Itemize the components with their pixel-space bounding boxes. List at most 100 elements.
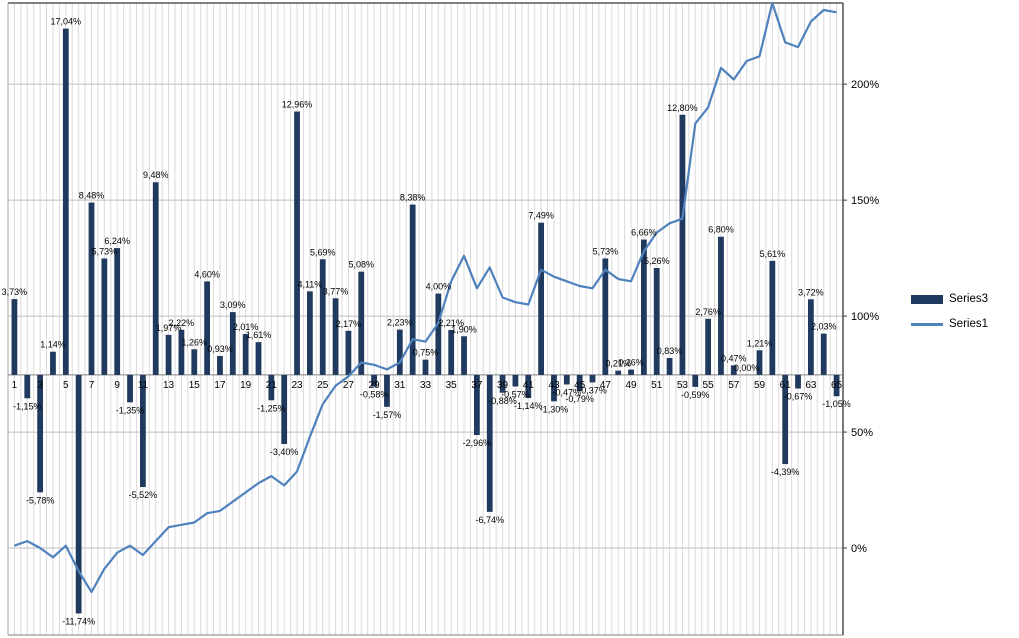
bar[interactable] — [281, 374, 288, 444]
bar[interactable] — [499, 374, 506, 393]
bar[interactable] — [409, 204, 416, 375]
legend-item-series3[interactable]: Series3 — [911, 293, 988, 305]
bar[interactable] — [11, 299, 18, 375]
bar[interactable] — [473, 374, 480, 436]
bar[interactable] — [653, 267, 660, 375]
bar[interactable] — [666, 358, 673, 375]
bar-data-label: 2,22% — [169, 318, 195, 328]
legend-item-series1[interactable]: Series1 — [911, 318, 988, 330]
x-axis-tick-label: 53 — [677, 380, 689, 391]
bar[interactable] — [294, 111, 300, 375]
bar-data-label: 4,60% — [194, 269, 220, 279]
bar[interactable] — [345, 330, 352, 375]
bar[interactable] — [306, 291, 313, 375]
bar[interactable] — [229, 312, 236, 375]
bar-data-label: 5,08% — [349, 260, 375, 270]
bar[interactable] — [615, 370, 622, 375]
bar[interactable] — [422, 359, 429, 375]
x-axis-tick-label: 49 — [625, 380, 637, 391]
bar[interactable] — [50, 351, 56, 375]
bar[interactable] — [127, 374, 133, 403]
bar-data-label: 12,80% — [667, 103, 698, 113]
bar[interactable] — [820, 333, 827, 375]
bar[interactable] — [576, 374, 583, 391]
x-axis-tick-label: 29 — [369, 380, 381, 391]
bar[interactable] — [640, 239, 647, 375]
bar[interactable] — [62, 28, 69, 375]
bar[interactable] — [692, 374, 699, 387]
bar-data-label: 5,73% — [593, 246, 619, 256]
bar-data-label: 2,23% — [387, 318, 413, 328]
bar[interactable] — [563, 374, 570, 385]
x-axis-tick-label: 9 — [114, 380, 120, 391]
bar-data-label: 5,73% — [92, 246, 118, 256]
bar[interactable] — [101, 258, 108, 375]
bar[interactable] — [589, 374, 596, 383]
bar[interactable] — [88, 202, 95, 375]
bar[interactable] — [525, 374, 532, 399]
bar[interactable] — [833, 374, 840, 397]
bar-data-label: -1,25% — [257, 403, 286, 413]
bar[interactable] — [782, 374, 789, 465]
bar[interactable] — [730, 365, 737, 375]
legend: Series3 Series1 — [911, 293, 988, 330]
bar-data-label: 9,48% — [143, 170, 169, 180]
bar[interactable] — [461, 336, 467, 375]
bar[interactable] — [255, 342, 262, 375]
x-axis-tick-label: 57 — [728, 380, 740, 391]
bar-data-label: 1,61% — [246, 330, 272, 340]
bar-data-label: 0,47% — [721, 353, 747, 363]
bar[interactable] — [551, 374, 557, 402]
bar-data-label: 17,04% — [51, 17, 82, 27]
bar[interactable] — [396, 329, 403, 375]
bar[interactable] — [242, 334, 249, 375]
bar-data-label: -0,37% — [578, 385, 607, 395]
bar[interactable] — [358, 271, 365, 375]
x-axis-tick-label: 31 — [394, 380, 406, 391]
bar[interactable] — [705, 318, 712, 375]
x-axis-tick-label: 17 — [214, 380, 226, 391]
bar-data-label: 5,69% — [310, 247, 336, 257]
bar[interactable] — [75, 374, 82, 614]
line-series-series1[interactable] — [14, 1, 837, 594]
bar[interactable] — [165, 334, 172, 375]
bar[interactable] — [807, 299, 814, 375]
bar[interactable] — [268, 374, 275, 401]
bar-data-label: -5,78% — [26, 495, 55, 505]
bar-series-series3[interactable] — [11, 28, 840, 614]
legend-label-series3: Series3 — [949, 293, 988, 305]
bar[interactable] — [628, 369, 634, 375]
bar-data-label: -4,39% — [771, 467, 800, 477]
bar[interactable] — [756, 350, 763, 375]
bar[interactable] — [602, 258, 609, 375]
bar[interactable] — [37, 374, 44, 493]
bar[interactable] — [384, 374, 390, 407]
bar-data-label: 0,00% — [734, 363, 760, 373]
bar[interactable] — [114, 248, 121, 375]
bar[interactable] — [332, 298, 339, 375]
bar[interactable] — [178, 329, 185, 375]
bar[interactable] — [538, 222, 545, 375]
bar[interactable] — [435, 293, 442, 375]
bar[interactable] — [152, 182, 159, 375]
bar[interactable] — [679, 114, 686, 375]
bar-data-label: -1,15% — [13, 401, 42, 411]
bar[interactable] — [769, 260, 776, 375]
bar[interactable] — [191, 349, 198, 375]
bar[interactable] — [448, 329, 455, 375]
bar[interactable] — [718, 236, 724, 375]
bar[interactable] — [24, 374, 31, 399]
bar[interactable] — [795, 374, 801, 389]
bar[interactable] — [486, 374, 493, 512]
legend-label-series1: Series1 — [949, 318, 988, 330]
bar[interactable] — [319, 259, 326, 375]
bar[interactable] — [204, 281, 211, 375]
bar[interactable] — [139, 374, 146, 488]
bar[interactable] — [512, 374, 519, 387]
bar[interactable] — [371, 374, 378, 387]
bar-data-label: -1,57% — [373, 410, 402, 420]
bar-data-label: 2,01% — [233, 322, 259, 332]
bar-data-label: -0,47% — [553, 387, 582, 397]
bar[interactable] — [217, 355, 223, 375]
